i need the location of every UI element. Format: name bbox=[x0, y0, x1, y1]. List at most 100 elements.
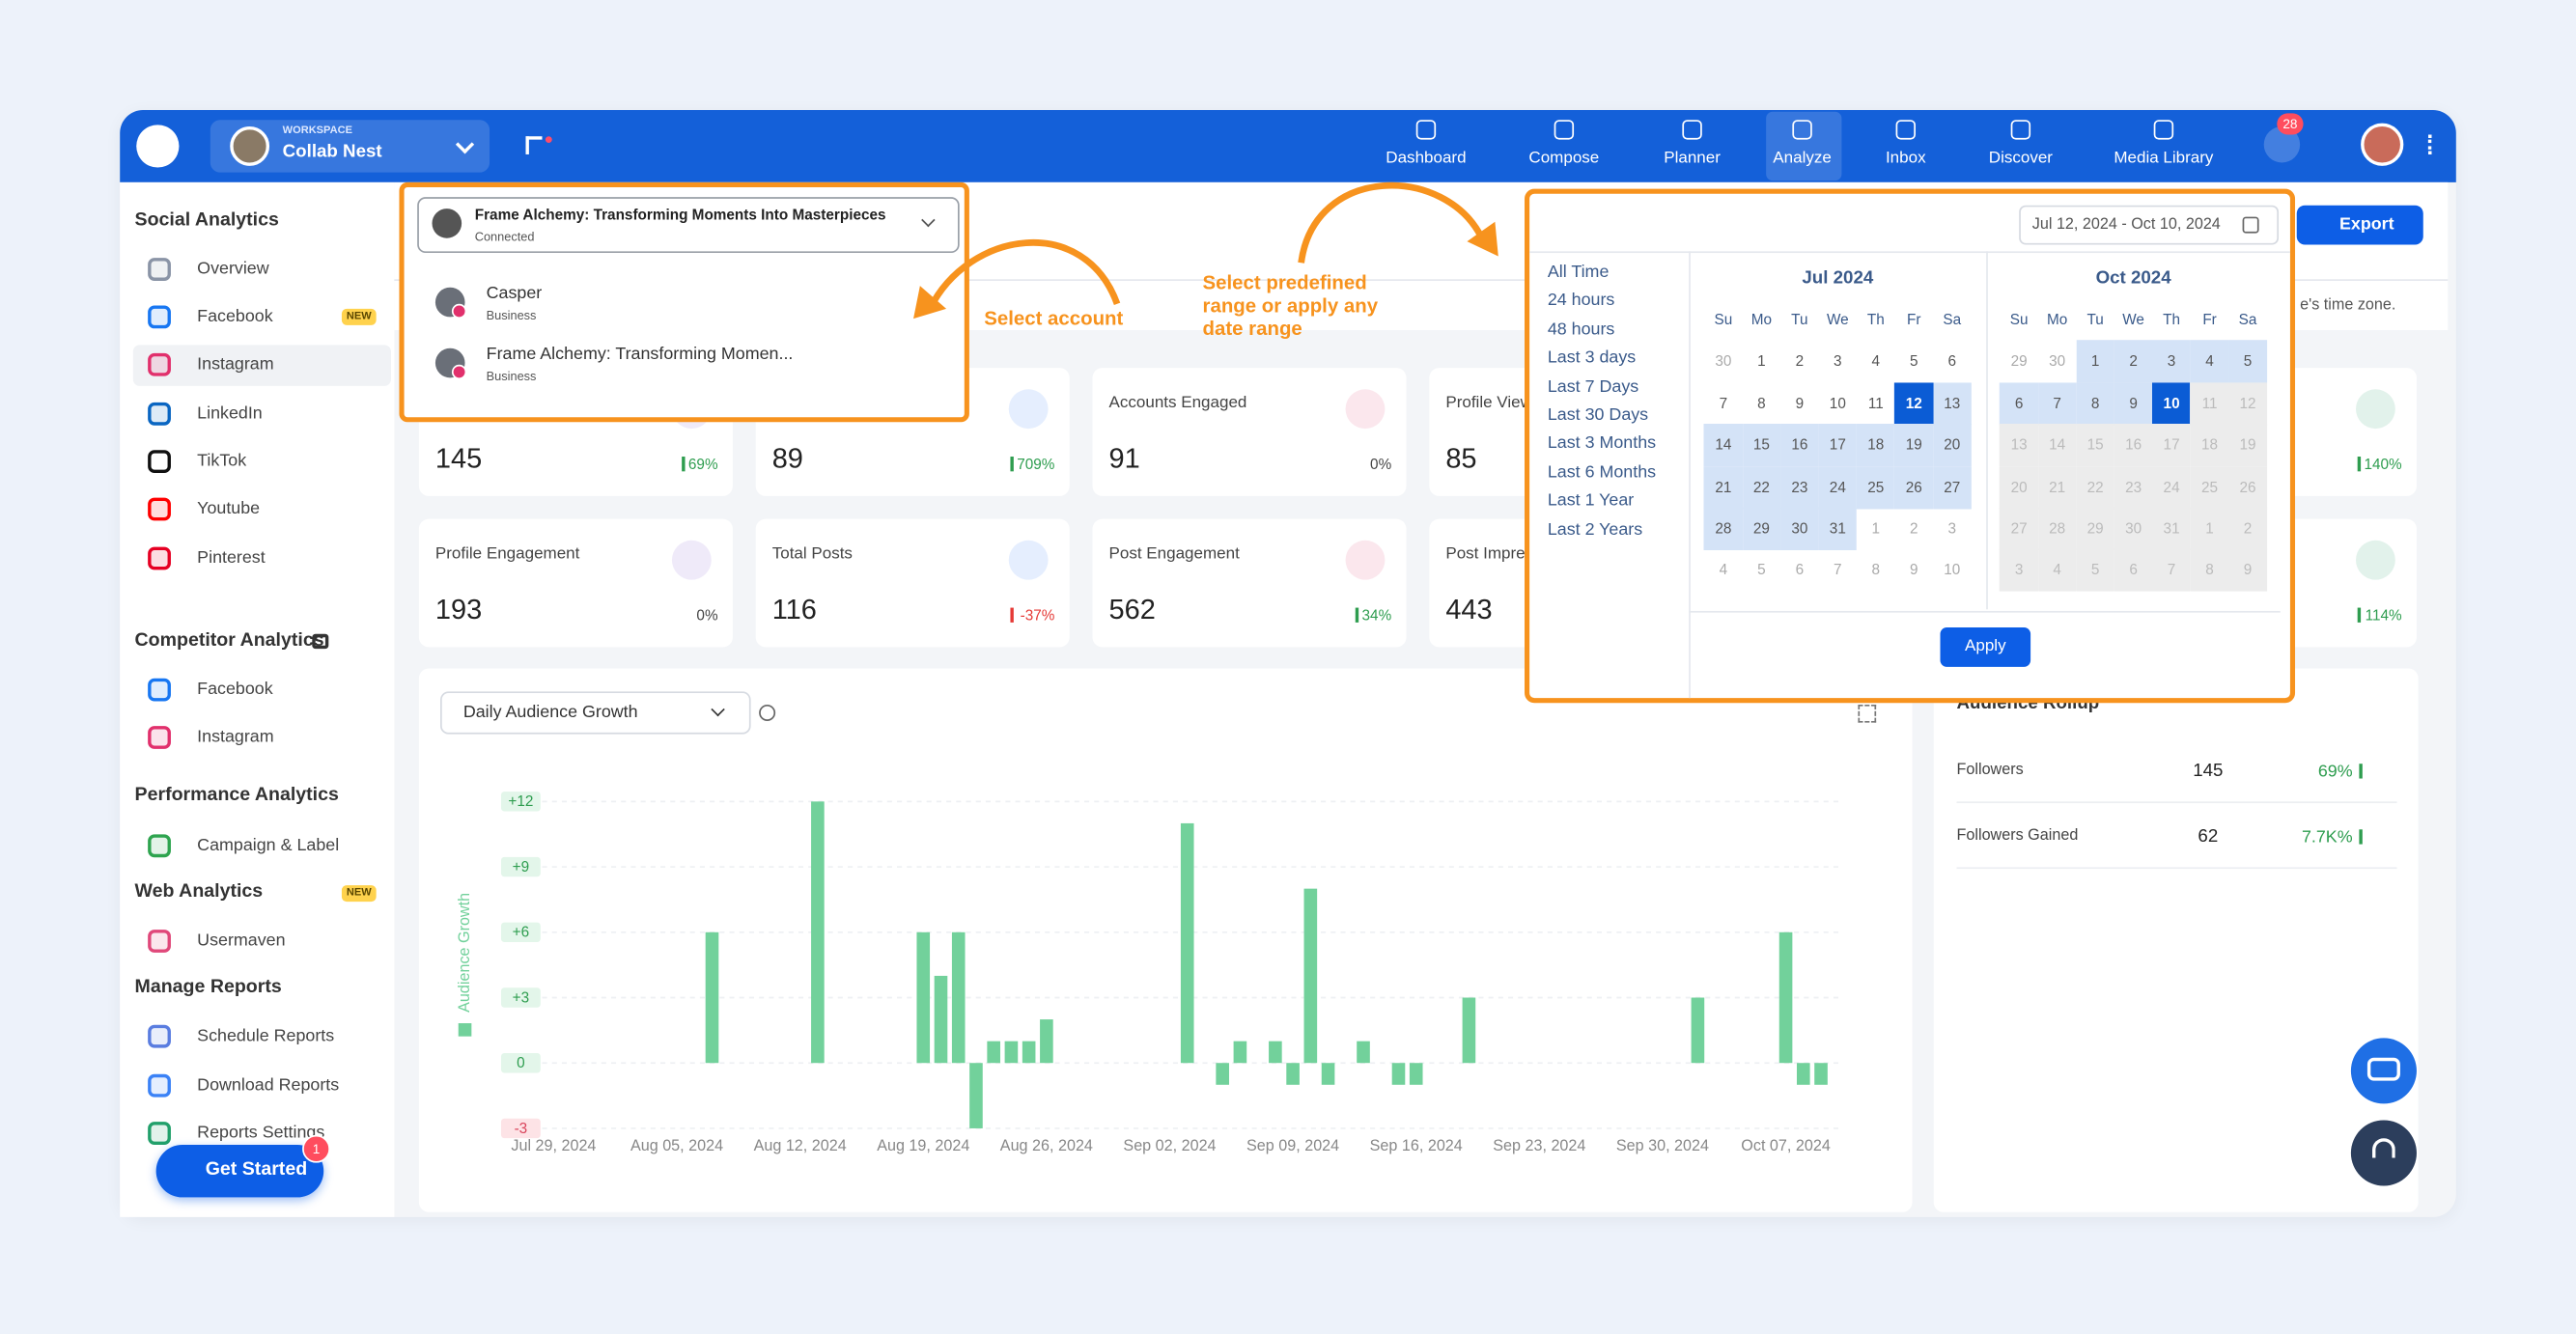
sidebar-item[interactable]: TikTok bbox=[197, 451, 247, 471]
sidebar-item[interactable]: Facebook bbox=[197, 679, 273, 700]
day[interactable]: 9 bbox=[1910, 561, 1918, 578]
day[interactable]: 22 bbox=[1752, 479, 1770, 496]
day[interactable]: 1 bbox=[2205, 519, 2214, 537]
day[interactable]: 22 bbox=[2086, 479, 2104, 496]
day[interactable]: 31 bbox=[1829, 519, 1846, 537]
day[interactable]: 28 bbox=[2049, 519, 2066, 537]
sidebar-item[interactable]: Download Reports bbox=[197, 1074, 340, 1096]
day[interactable]: 10 bbox=[1944, 561, 1961, 578]
day[interactable]: 25 bbox=[2201, 479, 2219, 496]
day[interactable]: 7 bbox=[1719, 395, 1728, 412]
day[interactable]: 4 bbox=[1719, 561, 1728, 578]
sidebar-item[interactable]: LinkedIn bbox=[197, 403, 263, 424]
day[interactable]: 5 bbox=[1757, 561, 1766, 578]
day[interactable]: 29 bbox=[1752, 519, 1770, 537]
day[interactable]: 6 bbox=[1947, 352, 1957, 370]
date-preset[interactable]: Last 6 Months bbox=[1547, 461, 1657, 483]
day[interactable]: 21 bbox=[2049, 479, 2066, 496]
user-avatar[interactable] bbox=[2361, 123, 2404, 166]
account-option[interactable]: Casper bbox=[486, 283, 543, 304]
day[interactable]: 2 bbox=[1910, 519, 1918, 537]
day[interactable]: 20 bbox=[2010, 479, 2028, 496]
day[interactable]: 7 bbox=[2053, 395, 2061, 412]
day[interactable]: 26 bbox=[1905, 479, 1922, 496]
account-option[interactable]: Frame Alchemy: Transforming Momen... bbox=[486, 344, 794, 365]
day[interactable]: 14 bbox=[1715, 435, 1732, 453]
nav-icon[interactable] bbox=[1682, 120, 1702, 140]
day[interactable]: 30 bbox=[2125, 519, 2142, 537]
day[interactable]: 1 bbox=[2090, 352, 2100, 370]
day[interactable]: 30 bbox=[1791, 519, 1808, 537]
apply[interactable]: Apply bbox=[1965, 637, 2006, 655]
day[interactable]: 9 bbox=[2243, 561, 2253, 578]
date-preset[interactable]: Last 3 days bbox=[1547, 347, 1637, 368]
nav-icon[interactable] bbox=[1554, 120, 1575, 140]
sidebar-item[interactable]: Pinterest bbox=[197, 547, 266, 569]
day[interactable]: 24 bbox=[2163, 479, 2180, 496]
sidebar-item[interactable]: Youtube bbox=[197, 498, 261, 519]
day[interactable]: 30 bbox=[1715, 352, 1732, 370]
day[interactable]: 21 bbox=[1715, 479, 1732, 496]
day[interactable]: 3 bbox=[2167, 352, 2176, 370]
day[interactable]: 23 bbox=[1791, 479, 1808, 496]
day[interactable]: 9 bbox=[1795, 395, 1805, 412]
day[interactable]: 8 bbox=[1871, 561, 1881, 578]
day[interactable]: 4 bbox=[1871, 352, 1881, 370]
day[interactable]: 3 bbox=[2014, 561, 2024, 578]
expand-icon[interactable] bbox=[1858, 704, 1877, 723]
date-preset[interactable]: Last 30 Days bbox=[1547, 404, 1649, 426]
nav-icon[interactable] bbox=[2010, 120, 2031, 140]
nav-item[interactable]: Discover bbox=[1988, 149, 2053, 168]
day[interactable]: 30 bbox=[2049, 352, 2066, 370]
day[interactable]: 20 bbox=[1944, 435, 1961, 453]
date-preset[interactable]: 24 hours bbox=[1547, 291, 1615, 311]
day[interactable]: 14 bbox=[2049, 435, 2066, 453]
nav-item[interactable]: Media Library bbox=[2114, 149, 2214, 168]
sidebar-item[interactable]: Facebook bbox=[197, 306, 273, 327]
day[interactable]: 5 bbox=[1910, 352, 1918, 370]
date-preset[interactable]: Last 3 Months bbox=[1547, 433, 1657, 454]
account-name[interactable]: Frame Alchemy: Transforming Moments Into… bbox=[474, 206, 886, 223]
day[interactable]: 1 bbox=[1757, 352, 1766, 370]
day[interactable]: 23 bbox=[2125, 479, 2142, 496]
metric-select[interactable] bbox=[440, 691, 751, 735]
day[interactable]: 5 bbox=[2090, 561, 2100, 578]
nav-icon[interactable] bbox=[1415, 120, 1437, 140]
day[interactable]: 24 bbox=[1829, 479, 1846, 496]
day[interactable]: 10 bbox=[1829, 395, 1846, 412]
nav-item[interactable]: Compose bbox=[1528, 149, 1600, 168]
day[interactable]: 12 bbox=[1905, 395, 1922, 412]
day[interactable]: 31 bbox=[2163, 519, 2180, 537]
day[interactable]: 19 bbox=[2239, 435, 2256, 453]
day[interactable]: 17 bbox=[1829, 435, 1846, 453]
day[interactable]: 6 bbox=[1795, 561, 1805, 578]
day[interactable]: 15 bbox=[2086, 435, 2104, 453]
date-preset[interactable]: Last 7 Days bbox=[1547, 376, 1639, 397]
day[interactable]: 9 bbox=[2129, 395, 2138, 412]
date-preset[interactable]: Last 1 Year bbox=[1547, 490, 1635, 511]
nav-icon[interactable] bbox=[1895, 120, 1916, 140]
day[interactable]: 7 bbox=[2167, 561, 2176, 578]
day[interactable]: 29 bbox=[2010, 352, 2028, 370]
day[interactable]: 25 bbox=[1867, 479, 1885, 496]
day[interactable]: 2 bbox=[2243, 519, 2253, 537]
apply-button[interactable] bbox=[1940, 626, 2031, 667]
metric-select[interactable]: Daily Audience Growth bbox=[462, 702, 638, 723]
day[interactable]: 6 bbox=[2014, 395, 2024, 412]
day[interactable]: 11 bbox=[1867, 395, 1884, 412]
day[interactable]: 6 bbox=[2129, 561, 2138, 578]
nav-item[interactable]: Dashboard bbox=[1386, 149, 1467, 168]
day[interactable]: 4 bbox=[2053, 561, 2061, 578]
sidebar-item[interactable]: Overview bbox=[197, 259, 269, 279]
sidebar-item[interactable]: Campaign & Label bbox=[197, 835, 340, 855]
day[interactable]: 29 bbox=[2086, 519, 2104, 537]
day[interactable]: 18 bbox=[2201, 435, 2219, 453]
more-dots[interactable] bbox=[2427, 134, 2432, 154]
sidebar-item[interactable]: Schedule Reports bbox=[197, 1025, 335, 1046]
nav-item[interactable]: Analyze bbox=[1773, 149, 1832, 168]
day[interactable]: 13 bbox=[2010, 435, 2028, 453]
day[interactable]: 13 bbox=[1944, 395, 1961, 412]
nav-icon[interactable] bbox=[1792, 120, 1812, 140]
sidebar-item[interactable]: Instagram bbox=[197, 727, 274, 747]
nav-icon[interactable] bbox=[2153, 120, 2174, 140]
